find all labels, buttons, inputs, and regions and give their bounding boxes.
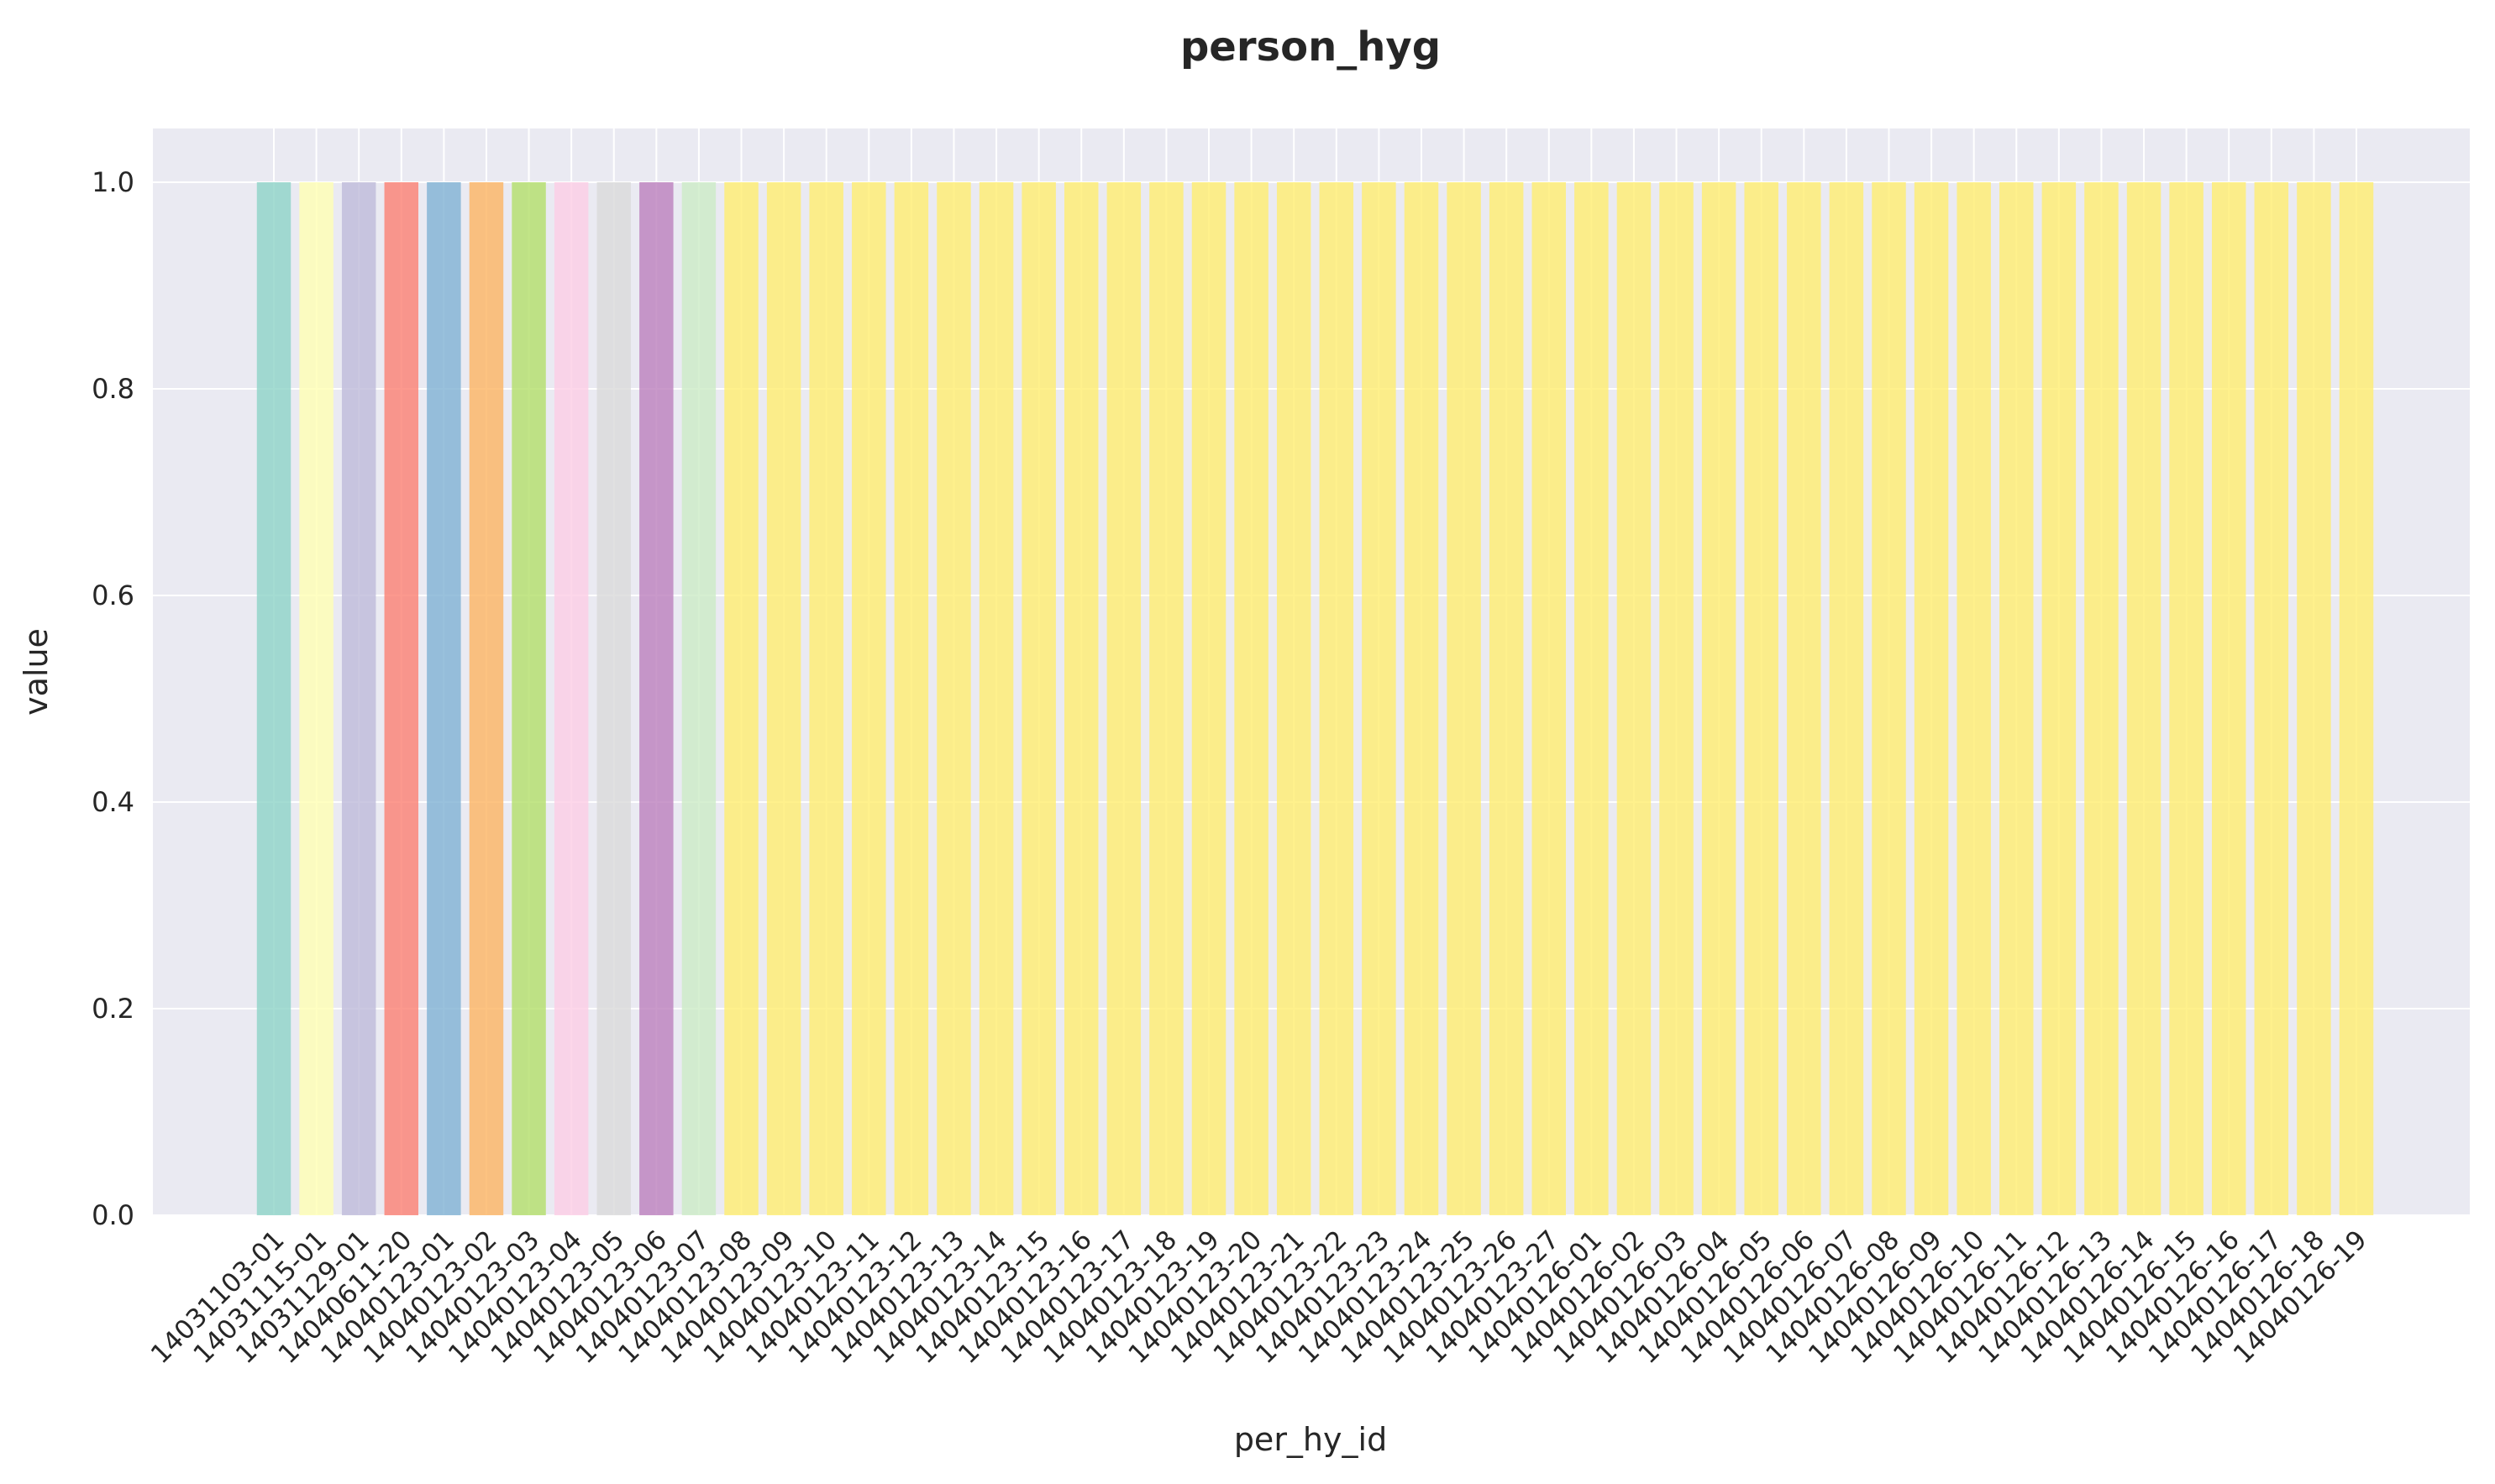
chart-title: person_hyg (1180, 24, 1441, 71)
bar-14040123-16 (1064, 182, 1099, 1215)
bar-14040123-10 (809, 182, 843, 1215)
y-tick-label: 0.8 (92, 373, 134, 405)
y-tick-labels: 0.0 0.2 0.4 0.6 0.8 1.0 (92, 166, 134, 1231)
bar-14040123-08 (724, 182, 759, 1215)
bar-14040126-10 (1957, 182, 1991, 1215)
bar-14040126-15 (2169, 182, 2203, 1215)
bar-14040123-14 (979, 182, 1014, 1215)
bar-14040126-02 (1616, 182, 1652, 1215)
y-tick-label: 0.6 (92, 579, 134, 611)
bars (256, 182, 2374, 1215)
bar-14040126-18 (2297, 182, 2331, 1215)
bar-14040123-05 (596, 182, 631, 1215)
bar-14040126-01 (1574, 182, 1609, 1215)
y-tick-label: 1.0 (92, 166, 134, 198)
bar-14040126-03 (1659, 182, 1694, 1215)
bar-14040126-13 (2084, 182, 2119, 1215)
bar-14040126-11 (1999, 182, 2034, 1215)
x-tick-labels: 14031103-0114031115-0114031129-011404061… (145, 1224, 2373, 1370)
y-tick-label: 0.0 (92, 1199, 134, 1231)
bar-14040123-13 (937, 182, 971, 1215)
bar-14040123-09 (766, 182, 801, 1215)
bar-14040123-12 (894, 182, 929, 1215)
bar-14040126-06 (1787, 182, 1821, 1215)
bar-14040126-12 (2041, 182, 2077, 1215)
bar-14040123-21 (1276, 182, 1311, 1215)
bar-14040123-27 (1531, 182, 1566, 1215)
bar-14040123-11 (852, 182, 886, 1215)
bar-14040123-19 (1191, 182, 1226, 1215)
bar-14031115-01 (299, 182, 334, 1215)
bar-14031129-01 (341, 182, 376, 1215)
x-axis-label: per_hy_id (1234, 1421, 1387, 1458)
y-tick-label: 0.4 (92, 786, 134, 818)
bar-14040123-03 (512, 182, 546, 1215)
y-axis-label: value (18, 628, 55, 716)
bar-14040126-08 (1872, 182, 1906, 1215)
bar-14031103-01 (256, 182, 292, 1215)
bar-14040123-26 (1489, 182, 1524, 1215)
bar-14040126-17 (2254, 182, 2289, 1215)
bar-14040126-16 (2211, 182, 2246, 1215)
bar-14040123-07 (681, 182, 717, 1215)
bar-14040123-22 (1319, 182, 1354, 1215)
bar-14040123-20 (1234, 182, 1269, 1215)
bar-14040123-04 (554, 182, 589, 1215)
bar-14040123-18 (1149, 182, 1184, 1215)
bar-14040123-06 (639, 182, 674, 1215)
bar-14040123-17 (1106, 182, 1142, 1215)
bar-14040123-02 (469, 182, 504, 1215)
bar-14040123-25 (1447, 182, 1481, 1215)
bar-14040123-24 (1404, 182, 1439, 1215)
bar-14040126-09 (1914, 182, 1949, 1215)
y-tick-label: 0.2 (92, 993, 134, 1025)
bar-14040123-23 (1362, 182, 1396, 1215)
bar-14040123-15 (1022, 182, 1056, 1215)
bar-14040126-19 (2339, 182, 2374, 1215)
bar-14040126-05 (1744, 182, 1778, 1215)
bar-14040126-04 (1701, 182, 1736, 1215)
bar-14040611-20 (384, 182, 419, 1215)
bar-14040126-14 (2126, 182, 2161, 1215)
bar-14040126-07 (1829, 182, 1864, 1215)
bar-14040123-01 (427, 182, 461, 1215)
